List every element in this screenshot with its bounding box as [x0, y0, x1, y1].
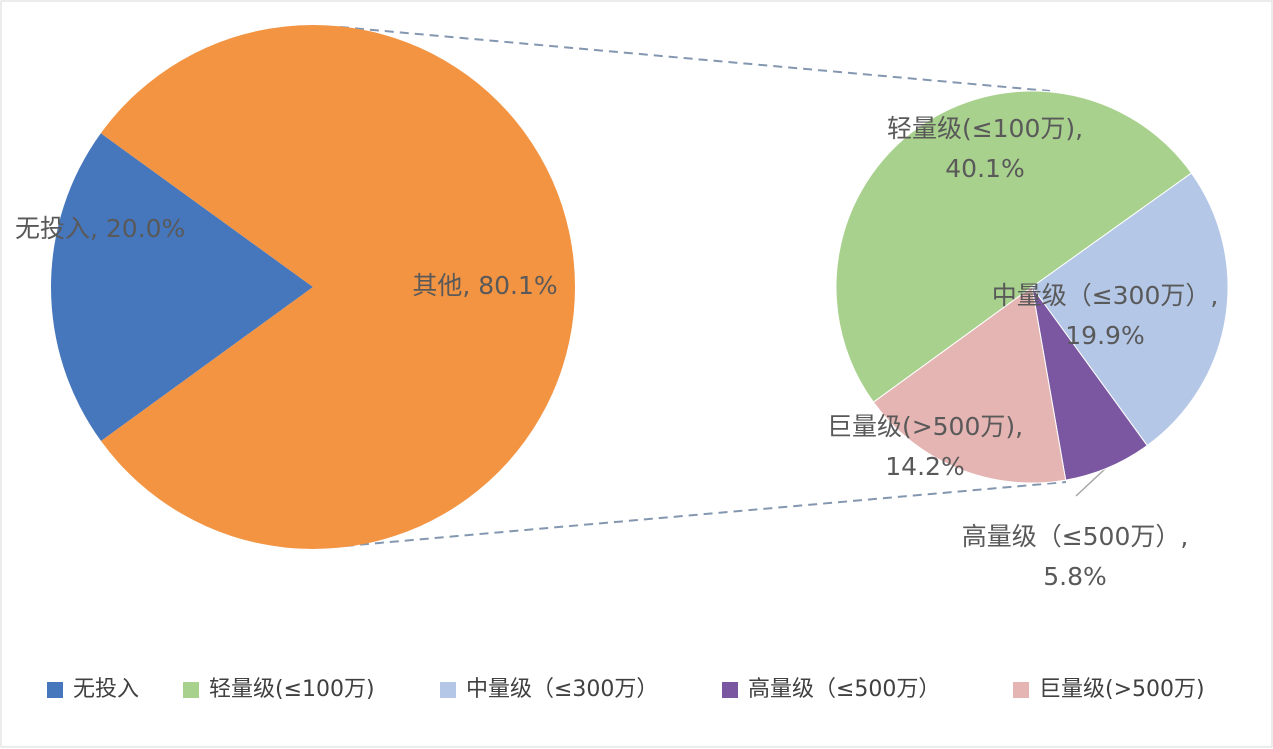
data-label: 无投入, 20.0%: [15, 214, 185, 243]
data-label: 巨量级(>500万),: [827, 412, 1023, 441]
legend-swatch: [1013, 682, 1029, 698]
data-label: 40.1%: [945, 154, 1024, 183]
connector: [344, 481, 1067, 547]
pie-slice: [835, 90, 1193, 403]
data-label: 14.2%: [885, 452, 964, 481]
legend-label: 无投入: [73, 677, 139, 702]
legend-label: 轻量级(≤100万): [209, 677, 375, 702]
pie-slice: [51, 133, 313, 441]
pie-slice: [1031, 172, 1229, 447]
data-label: 5.8%: [1043, 562, 1107, 591]
data-label: 轻量级(≤100万),: [887, 114, 1083, 143]
legend-swatch: [440, 682, 456, 698]
legend-label: 中量级（≤300万）: [466, 677, 658, 702]
pie-slice: [872, 286, 1067, 484]
pie-slice: [100, 24, 575, 549]
legend-swatch: [47, 682, 63, 698]
legend-swatch: [722, 682, 738, 698]
legend-label: 高量级（≤500万）: [748, 677, 940, 702]
legend-label: 巨量级(>500万): [1039, 677, 1205, 702]
data-label: 其他, 80.1%: [412, 271, 557, 300]
data-label: 19.9%: [1065, 321, 1144, 350]
data-label: 高量级（≤500万）,: [962, 522, 1189, 551]
data-label: 中量级（≤300万）,: [992, 281, 1219, 310]
leader-line: [1075, 467, 1107, 497]
legend-swatch: [183, 682, 199, 698]
